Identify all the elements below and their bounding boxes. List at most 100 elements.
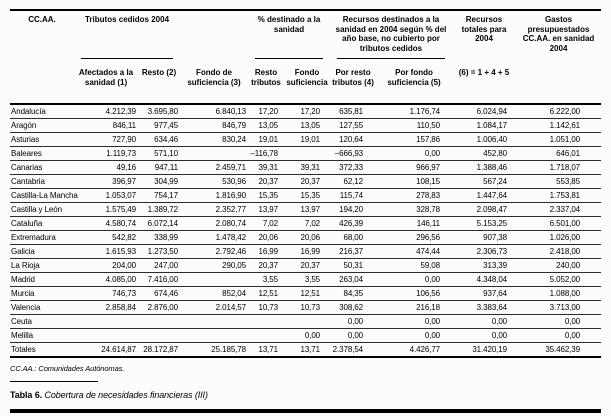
group-pct-destinado-sanidad: % destinado a la sanidad [248, 10, 330, 65]
cell: 1.142,61 [516, 118, 602, 133]
cell: 4.426,77 [376, 342, 453, 358]
cell: 17,20 [248, 104, 284, 119]
cell: 0,00 [376, 272, 453, 287]
cell: 308,62 [330, 300, 377, 315]
cell: 304,99 [138, 174, 180, 189]
cell: 39,31 [248, 160, 284, 175]
cell: 530,96 [180, 174, 248, 189]
cell [138, 328, 180, 343]
cell [138, 314, 180, 329]
ccaa-label: CC.AA. [28, 15, 56, 24]
cell: 966,97 [376, 160, 453, 175]
cell: 2.352,77 [180, 202, 248, 217]
cell: 328,78 [376, 202, 453, 217]
cell: 0,00 [330, 314, 377, 329]
cell: 947,11 [138, 160, 180, 175]
cell: 20,37 [248, 174, 284, 189]
cell: 6.501,00 [516, 216, 602, 231]
cell: 7.416,00 [138, 272, 180, 287]
cell: –116,78 [248, 146, 284, 161]
cell: 635,81 [330, 104, 377, 119]
cell: 2.014,57 [180, 300, 248, 315]
cell [180, 146, 248, 161]
cell: 0,00 [376, 146, 453, 161]
cell: 1.718,07 [516, 160, 602, 175]
cell: 1.084,17 [452, 118, 517, 133]
table-row: Valencia 2.858,84 2.876,00 2.014,57 10,73 10,… [10, 300, 602, 315]
cell: 10,73 [284, 300, 331, 315]
table-row: Asturias 727,90 634,46 830,24 19,01 19,01 120,… [10, 132, 602, 147]
cell: 0,00 [376, 314, 453, 329]
row-label: Melilla [10, 328, 74, 343]
cell: 146,11 [376, 216, 453, 231]
group-recursos-no-cubiertos: Recursos destinados a la sanidad en 2004… [330, 10, 452, 65]
cell: 127,55 [330, 118, 377, 133]
cell: 634,46 [138, 132, 180, 147]
cell: 296,56 [376, 230, 453, 245]
cell: 937,64 [452, 286, 517, 301]
cell: 3.695,80 [138, 104, 180, 119]
cell: 13,71 [248, 342, 284, 358]
cell: 31.420,19 [452, 342, 517, 358]
financing-table: CC.AA. Tributos cedidos 2004 % destinado… [10, 9, 602, 358]
cell [180, 272, 248, 287]
cell: 2.306,73 [452, 244, 517, 259]
cell: 3,55 [248, 272, 284, 287]
group-recursos-totales: Recursos totales para 2004 [461, 15, 507, 43]
cell: 12,51 [284, 286, 331, 301]
cell: 20,37 [284, 258, 331, 273]
cell: 16,99 [248, 244, 284, 259]
footnote: CC.AA.: Comunidades Autónomas. [10, 364, 125, 373]
cell [180, 328, 248, 343]
totals-row: Totales 24.614,87 28.172,87 25.185,78 13,71 1… [10, 342, 602, 358]
table-row: Madrid 4.085,00 7.416,00 3,55 3,55 263,04 0,00… [10, 272, 602, 287]
cell: 0,00 [330, 328, 377, 343]
cell: 313,39 [452, 258, 517, 273]
cell: 396,97 [74, 174, 138, 189]
cell: 13,97 [248, 202, 284, 217]
cell: 6.840,13 [180, 104, 248, 119]
row-label: Asturias [10, 132, 74, 147]
cell: 0,00 [452, 328, 517, 343]
table-row: Castilla y León 1.575,49 1.389,72 2.352,77 1… [10, 202, 602, 217]
cell: 2.858,84 [74, 300, 138, 315]
row-label: Canarias [10, 160, 74, 175]
cell: 0,00 [516, 328, 602, 343]
cell: 68,00 [330, 230, 377, 245]
cell: 39,31 [284, 160, 331, 175]
cell: 19,01 [284, 132, 331, 147]
subheader-empty-gastos [516, 65, 602, 105]
cell: 746,73 [74, 286, 138, 301]
cell: 110,50 [376, 118, 453, 133]
cell: 59,08 [376, 258, 453, 273]
row-label: Aragón [10, 118, 74, 133]
cell: 20,06 [284, 230, 331, 245]
table-row: Murcia 746,73 674,46 852,04 12,51 12,51 84,35 1… [10, 286, 602, 301]
row-label: Castilla-La Mancha [10, 188, 78, 203]
cell: 25.185,78 [180, 342, 248, 358]
cell: 2.792,46 [180, 244, 248, 259]
row-label: Castilla y León [10, 202, 74, 217]
cell: 2.418,00 [516, 244, 602, 259]
cell: 1.447,64 [452, 188, 517, 203]
table-row: Extremadura 542,82 338,99 1.478,42 20,06 20,0… [10, 230, 602, 245]
cell: 1.478,42 [180, 230, 248, 245]
cell: 474,44 [376, 244, 453, 259]
cell: 7,02 [248, 216, 284, 231]
cell: 2.459,71 [180, 160, 248, 175]
cell: 3.713,00 [516, 300, 602, 315]
cell: 240,00 [516, 258, 602, 273]
cell: 108,15 [376, 174, 453, 189]
table-header: CC.AA. Tributos cedidos 2004 % destinado… [10, 10, 602, 105]
cell: 4.085,00 [74, 272, 138, 287]
cell: 1.816,90 [180, 188, 248, 203]
cell: 115,74 [330, 188, 377, 203]
row-label: Baleares [10, 146, 74, 161]
cell: 1.388,46 [452, 160, 517, 175]
cell: 4.580,74 [74, 216, 138, 231]
subheader-fondo-suficiencia: Fondo de suficiencia (3) [180, 65, 248, 105]
cell: 194,20 [330, 202, 377, 217]
cell: 49,16 [74, 160, 138, 175]
cell: 13,05 [284, 118, 331, 133]
